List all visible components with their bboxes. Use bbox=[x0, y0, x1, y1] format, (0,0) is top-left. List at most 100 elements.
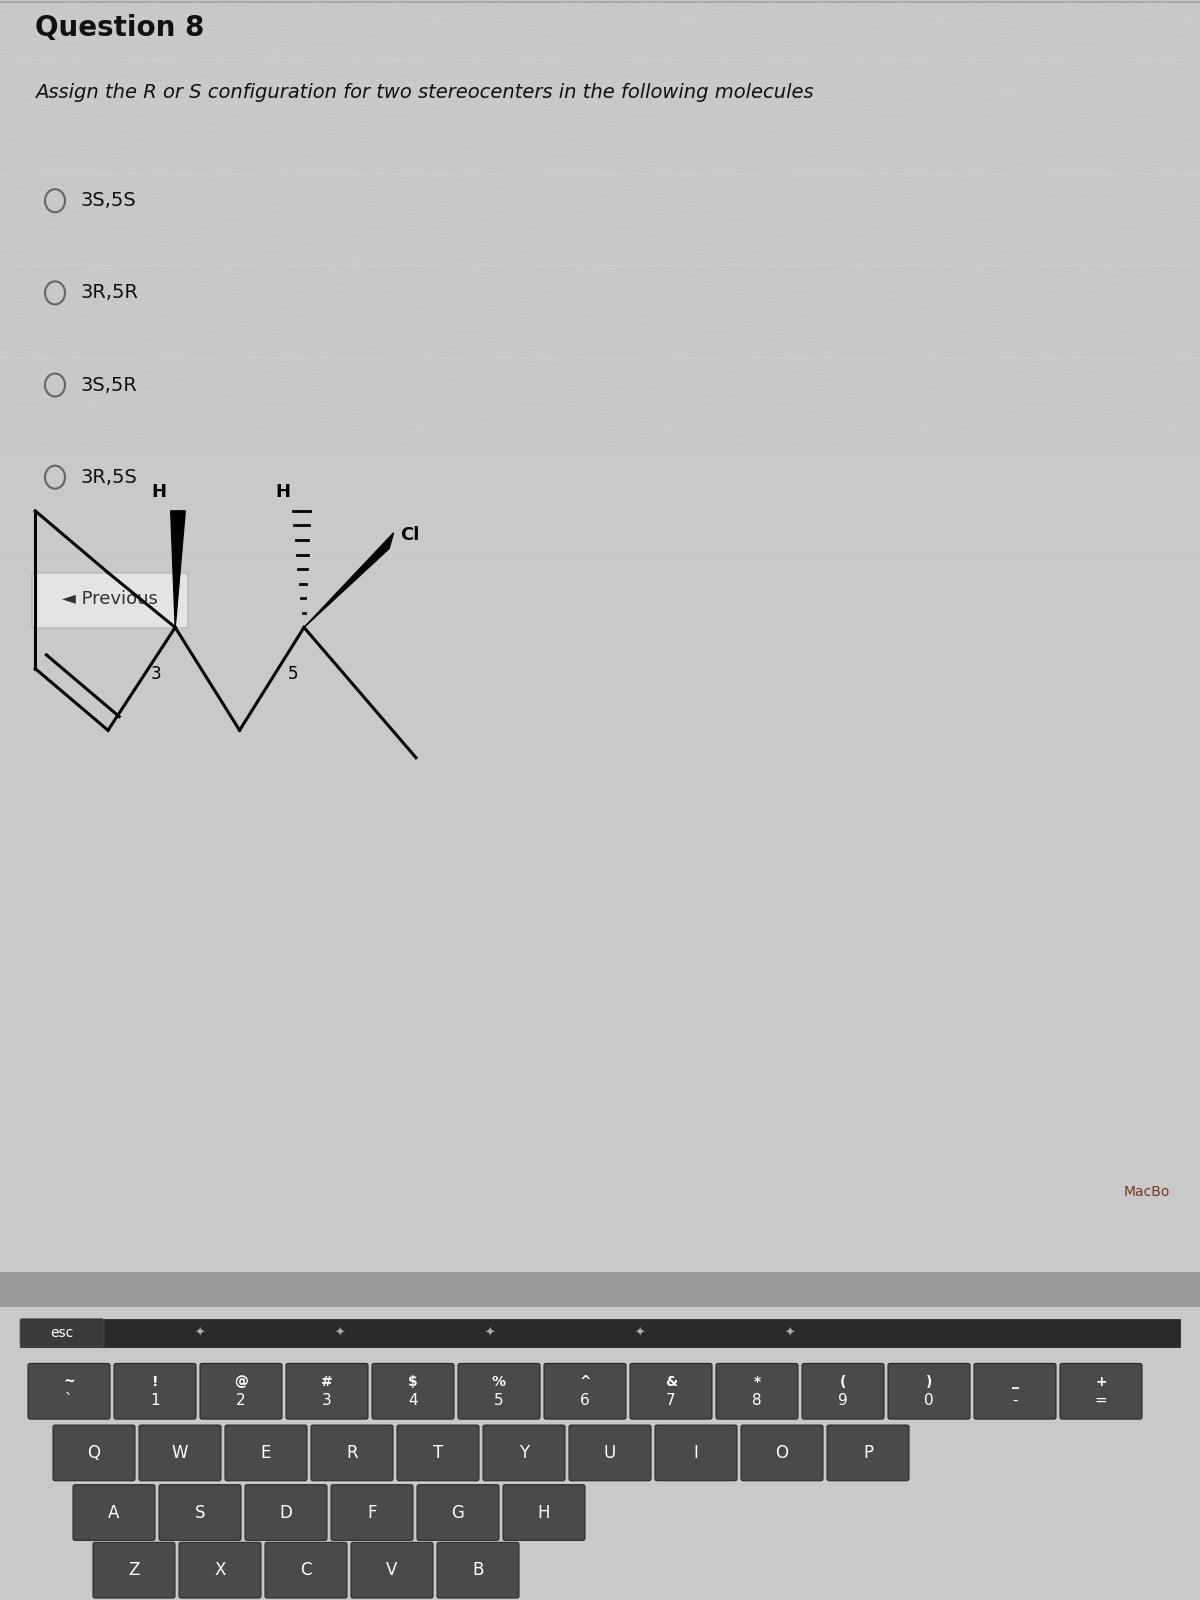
Polygon shape bbox=[170, 510, 185, 627]
Text: D: D bbox=[280, 1504, 293, 1522]
Text: R: R bbox=[346, 1443, 358, 1462]
FancyBboxPatch shape bbox=[32, 573, 188, 629]
FancyBboxPatch shape bbox=[311, 1426, 394, 1480]
Text: Z: Z bbox=[128, 1562, 139, 1579]
Text: 5: 5 bbox=[494, 1394, 504, 1408]
FancyBboxPatch shape bbox=[482, 1426, 565, 1480]
FancyBboxPatch shape bbox=[352, 1542, 433, 1598]
Text: H: H bbox=[151, 483, 166, 501]
FancyBboxPatch shape bbox=[226, 1426, 307, 1480]
Text: H: H bbox=[276, 483, 290, 501]
Text: 2: 2 bbox=[236, 1394, 246, 1408]
FancyBboxPatch shape bbox=[94, 1542, 175, 1598]
Text: `: ` bbox=[65, 1394, 73, 1408]
Text: Y: Y bbox=[518, 1443, 529, 1462]
Text: Assign the R or S configuration for two stereocenters in the following molecules: Assign the R or S configuration for two … bbox=[35, 83, 814, 102]
Text: V: V bbox=[386, 1562, 397, 1579]
Text: 0: 0 bbox=[924, 1394, 934, 1408]
FancyBboxPatch shape bbox=[158, 1485, 241, 1541]
Text: E: E bbox=[260, 1443, 271, 1462]
Text: Question 8: Question 8 bbox=[35, 14, 204, 42]
Text: &: & bbox=[665, 1374, 677, 1389]
Text: A: A bbox=[108, 1504, 120, 1522]
Text: !: ! bbox=[151, 1374, 158, 1389]
FancyBboxPatch shape bbox=[114, 1363, 196, 1419]
FancyBboxPatch shape bbox=[630, 1363, 712, 1419]
Text: ✦: ✦ bbox=[785, 1326, 796, 1339]
Text: B: B bbox=[473, 1562, 484, 1579]
Text: U: U bbox=[604, 1443, 616, 1462]
Text: 3S,5S: 3S,5S bbox=[80, 192, 136, 210]
FancyBboxPatch shape bbox=[655, 1426, 737, 1480]
Text: 3: 3 bbox=[322, 1394, 332, 1408]
Text: T: T bbox=[433, 1443, 443, 1462]
Text: @: @ bbox=[234, 1374, 248, 1389]
Text: $: $ bbox=[408, 1374, 418, 1389]
FancyBboxPatch shape bbox=[28, 1363, 110, 1419]
Text: 3S,5R: 3S,5R bbox=[80, 376, 137, 395]
Text: 6: 6 bbox=[580, 1394, 590, 1408]
Text: *: * bbox=[754, 1374, 761, 1389]
FancyBboxPatch shape bbox=[1060, 1363, 1142, 1419]
Text: ✦: ✦ bbox=[635, 1326, 646, 1339]
Text: _: _ bbox=[1012, 1374, 1019, 1389]
FancyBboxPatch shape bbox=[179, 1542, 262, 1598]
Text: 9: 9 bbox=[838, 1394, 848, 1408]
Text: ✦: ✦ bbox=[194, 1326, 205, 1339]
Text: -: - bbox=[1013, 1394, 1018, 1408]
Text: ◄ Previous: ◄ Previous bbox=[62, 590, 158, 608]
Text: #: # bbox=[322, 1374, 332, 1389]
FancyBboxPatch shape bbox=[802, 1363, 884, 1419]
Text: Cl: Cl bbox=[401, 526, 420, 544]
Text: 8: 8 bbox=[752, 1394, 762, 1408]
Text: O: O bbox=[775, 1443, 788, 1462]
Text: 3R,5S: 3R,5S bbox=[80, 467, 137, 486]
Text: F: F bbox=[367, 1504, 377, 1522]
Text: ^: ^ bbox=[580, 1374, 590, 1389]
FancyBboxPatch shape bbox=[503, 1485, 586, 1541]
Text: Q: Q bbox=[88, 1443, 101, 1462]
Text: ~: ~ bbox=[64, 1374, 74, 1389]
Text: MacBo: MacBo bbox=[1123, 1186, 1170, 1200]
FancyBboxPatch shape bbox=[716, 1363, 798, 1419]
FancyBboxPatch shape bbox=[544, 1363, 626, 1419]
FancyBboxPatch shape bbox=[827, 1426, 910, 1480]
Text: X: X bbox=[215, 1562, 226, 1579]
Text: ✦: ✦ bbox=[485, 1326, 496, 1339]
Polygon shape bbox=[304, 533, 394, 627]
Text: 7: 7 bbox=[666, 1394, 676, 1408]
FancyBboxPatch shape bbox=[53, 1426, 134, 1480]
Text: 1: 1 bbox=[150, 1394, 160, 1408]
Text: ): ) bbox=[926, 1374, 932, 1389]
FancyBboxPatch shape bbox=[397, 1426, 479, 1480]
Bar bbox=[20, 1318, 1180, 1347]
Text: I: I bbox=[694, 1443, 698, 1462]
Text: C: C bbox=[300, 1562, 312, 1579]
FancyBboxPatch shape bbox=[20, 1318, 104, 1347]
Text: 5: 5 bbox=[288, 666, 298, 683]
Text: +: + bbox=[1096, 1374, 1106, 1389]
FancyBboxPatch shape bbox=[888, 1363, 970, 1419]
Text: 3R,5R: 3R,5R bbox=[80, 283, 138, 302]
FancyBboxPatch shape bbox=[331, 1485, 413, 1541]
Text: esc: esc bbox=[50, 1326, 73, 1339]
FancyBboxPatch shape bbox=[458, 1363, 540, 1419]
Bar bbox=[0, 1272, 1200, 1307]
FancyBboxPatch shape bbox=[73, 1485, 155, 1541]
Text: ✦: ✦ bbox=[335, 1326, 346, 1339]
FancyBboxPatch shape bbox=[200, 1363, 282, 1419]
FancyBboxPatch shape bbox=[569, 1426, 650, 1480]
FancyBboxPatch shape bbox=[245, 1485, 326, 1541]
FancyBboxPatch shape bbox=[742, 1426, 823, 1480]
FancyBboxPatch shape bbox=[437, 1542, 520, 1598]
Text: %: % bbox=[492, 1374, 506, 1389]
Text: H: H bbox=[538, 1504, 551, 1522]
FancyBboxPatch shape bbox=[139, 1426, 221, 1480]
Text: 3: 3 bbox=[150, 666, 161, 683]
Text: 4: 4 bbox=[408, 1394, 418, 1408]
Text: S: S bbox=[194, 1504, 205, 1522]
FancyBboxPatch shape bbox=[418, 1485, 499, 1541]
FancyBboxPatch shape bbox=[974, 1363, 1056, 1419]
Text: G: G bbox=[451, 1504, 464, 1522]
Text: W: W bbox=[172, 1443, 188, 1462]
